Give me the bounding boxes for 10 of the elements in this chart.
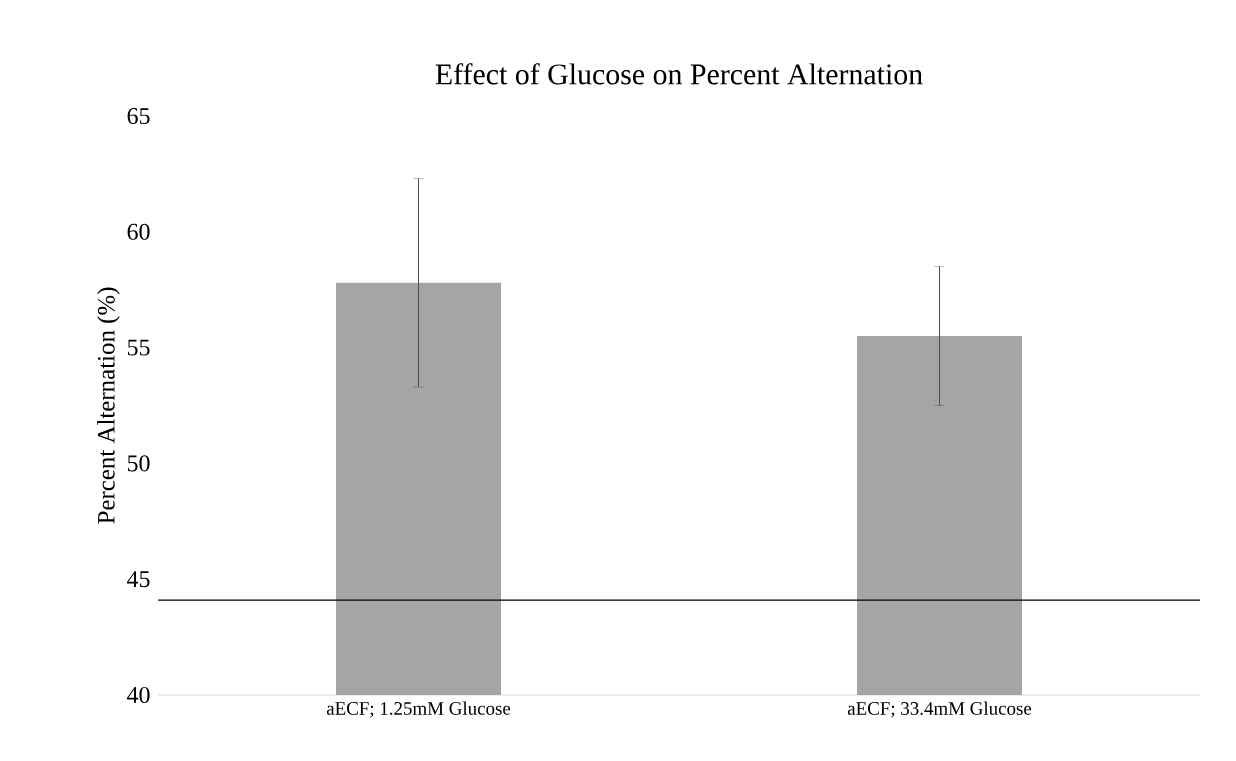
- y-tick-label: 40: [127, 686, 150, 704]
- y-tick-label: 60: [127, 223, 150, 240]
- y-tick-label: 55: [127, 339, 150, 356]
- y-tick-label: 65: [127, 107, 150, 125]
- x-tick-label: aECF; 33.4mM Glucose: [847, 701, 1032, 718]
- y-tick-label: 45: [127, 571, 150, 588]
- y-axis-title: Percent Alternation (%): [97, 287, 120, 524]
- y-tick-label: 50: [127, 455, 150, 472]
- x-tick-label: aECF; 1.25mM Glucose: [326, 701, 511, 718]
- chart-title: Effect of Glucose on Percent Alternation: [435, 63, 923, 85]
